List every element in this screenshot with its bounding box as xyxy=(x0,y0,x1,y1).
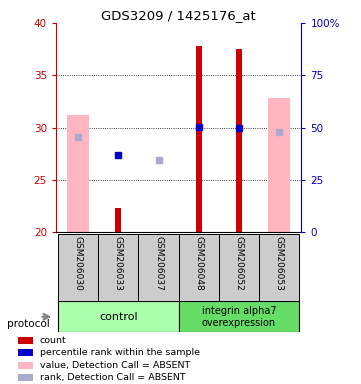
Text: GSM206052: GSM206052 xyxy=(235,236,244,290)
Bar xyxy=(18,362,33,369)
Text: control: control xyxy=(99,312,138,322)
Bar xyxy=(115,208,121,232)
Bar xyxy=(219,234,259,301)
Text: integrin alpha7
overexpression: integrin alpha7 overexpression xyxy=(202,306,277,328)
Bar xyxy=(139,234,179,301)
Bar xyxy=(18,374,33,381)
Bar xyxy=(58,234,98,301)
Text: rank, Detection Call = ABSENT: rank, Detection Call = ABSENT xyxy=(40,373,186,382)
Text: value, Detection Call = ABSENT: value, Detection Call = ABSENT xyxy=(40,361,190,370)
Bar xyxy=(259,234,299,301)
Bar xyxy=(58,301,179,332)
Bar xyxy=(268,98,290,232)
Text: GSM206053: GSM206053 xyxy=(275,236,284,290)
Text: protocol: protocol xyxy=(7,319,50,329)
Bar xyxy=(18,337,33,344)
Bar xyxy=(196,46,202,232)
Text: count: count xyxy=(40,336,67,345)
Bar xyxy=(236,49,242,232)
Text: GSM206048: GSM206048 xyxy=(194,236,203,290)
Bar xyxy=(18,349,33,356)
Bar xyxy=(98,234,139,301)
Text: GSM206037: GSM206037 xyxy=(154,236,163,290)
Text: GSM206030: GSM206030 xyxy=(74,236,83,290)
Title: GDS3209 / 1425176_at: GDS3209 / 1425176_at xyxy=(101,9,256,22)
Bar xyxy=(179,234,219,301)
Bar xyxy=(67,115,89,232)
Text: GSM206033: GSM206033 xyxy=(114,236,123,290)
Text: percentile rank within the sample: percentile rank within the sample xyxy=(40,348,200,357)
Bar xyxy=(179,301,299,332)
